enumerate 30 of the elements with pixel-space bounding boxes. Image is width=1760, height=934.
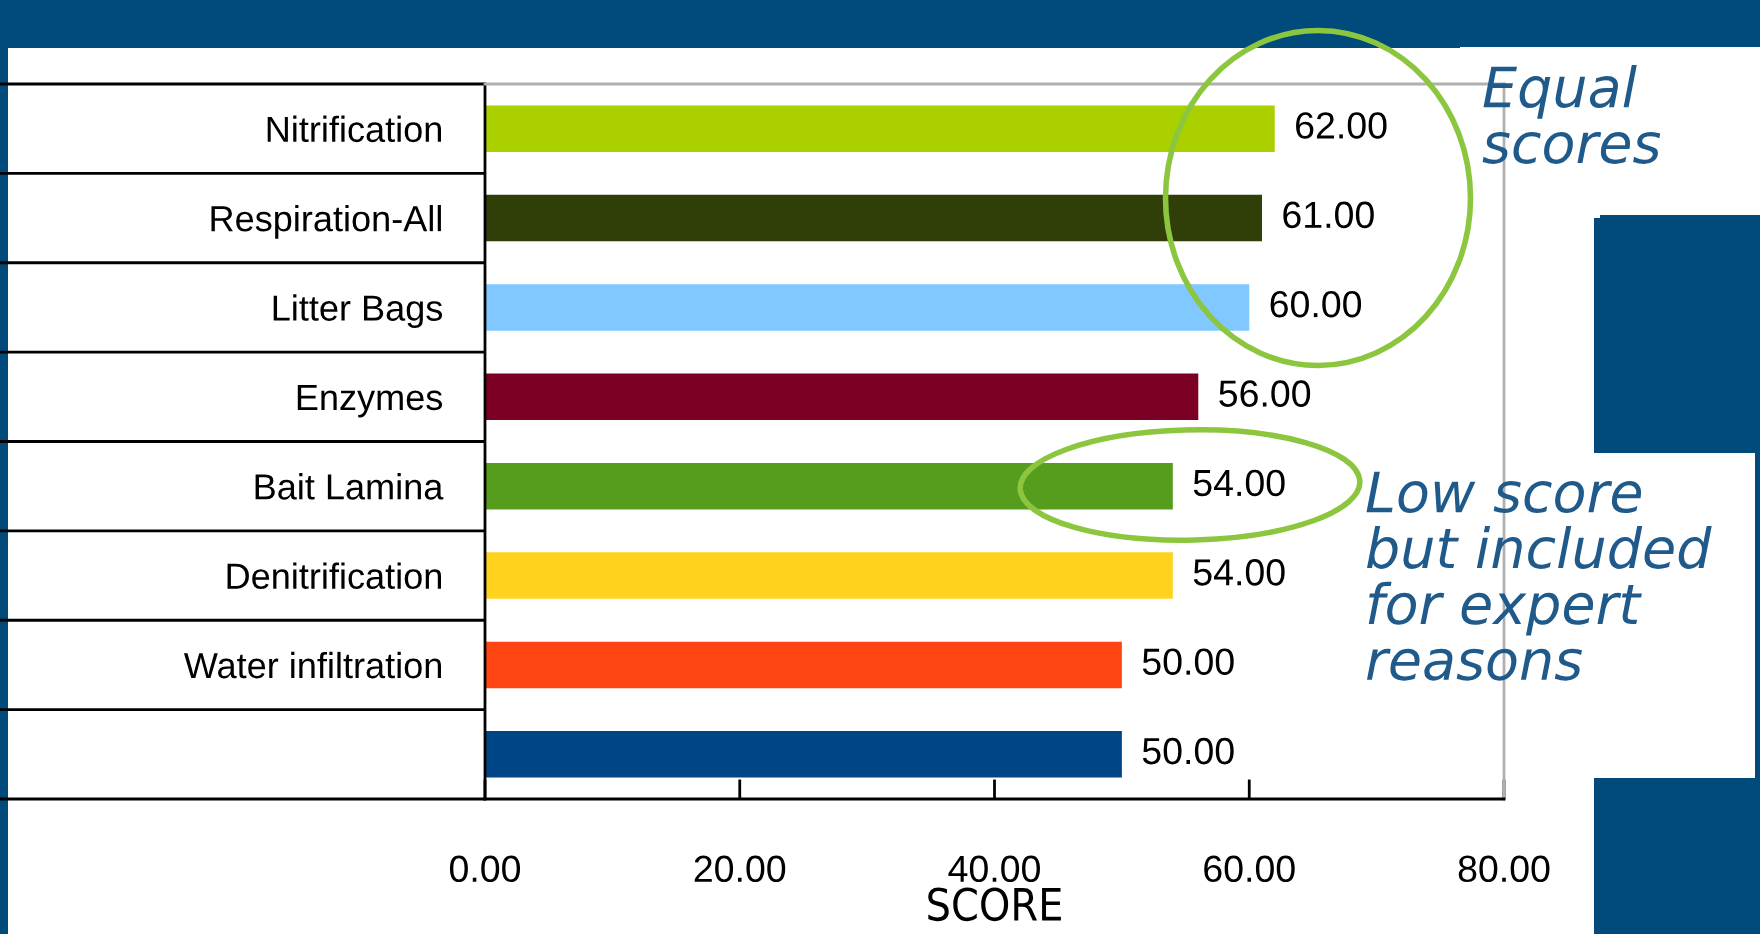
y-tick-label: Denitrification (227, 562, 441, 589)
y-tick-label: Enzymes (297, 385, 443, 418)
data-label: 61.00 (1283, 201, 1374, 229)
y-tick-label: Bait Lamina (255, 473, 444, 500)
bar (485, 373, 1199, 421)
x-tick-label: 80.00 (1458, 855, 1550, 883)
bar (485, 552, 1173, 599)
data-label: 50.00 (1142, 648, 1234, 675)
x-tick-label: 40.00 (948, 855, 1040, 883)
data-label: 60.00 (1270, 290, 1362, 318)
bar (485, 284, 1250, 331)
data-label: 54.00 (1193, 559, 1285, 586)
y-tick-label: Water infiltration (183, 651, 441, 679)
bar (485, 105, 1275, 152)
annotation: Low score but included for expert reasons (1366, 471, 1712, 681)
bar (485, 641, 1122, 689)
x-tick-label: 20.00 (694, 855, 786, 883)
data-label: 50.00 (1142, 737, 1234, 765)
annotation: Equal scores (1482, 65, 1661, 164)
data-label: 62.00 (1296, 112, 1387, 139)
x-tick-label: 0.00 (449, 855, 521, 883)
y-tick-label: Nitrification (267, 115, 441, 143)
bar (485, 731, 1122, 778)
y-tick-label: Respiration-All (211, 204, 441, 239)
x-tick-label: 60.00 (1204, 855, 1295, 883)
bar (485, 194, 1262, 242)
data-label: 56.00 (1219, 380, 1311, 407)
data-label: 54.00 (1193, 469, 1285, 497)
x-axis-title: SCORE (928, 887, 1061, 922)
y-tick-label: Litter Bags (273, 294, 443, 329)
